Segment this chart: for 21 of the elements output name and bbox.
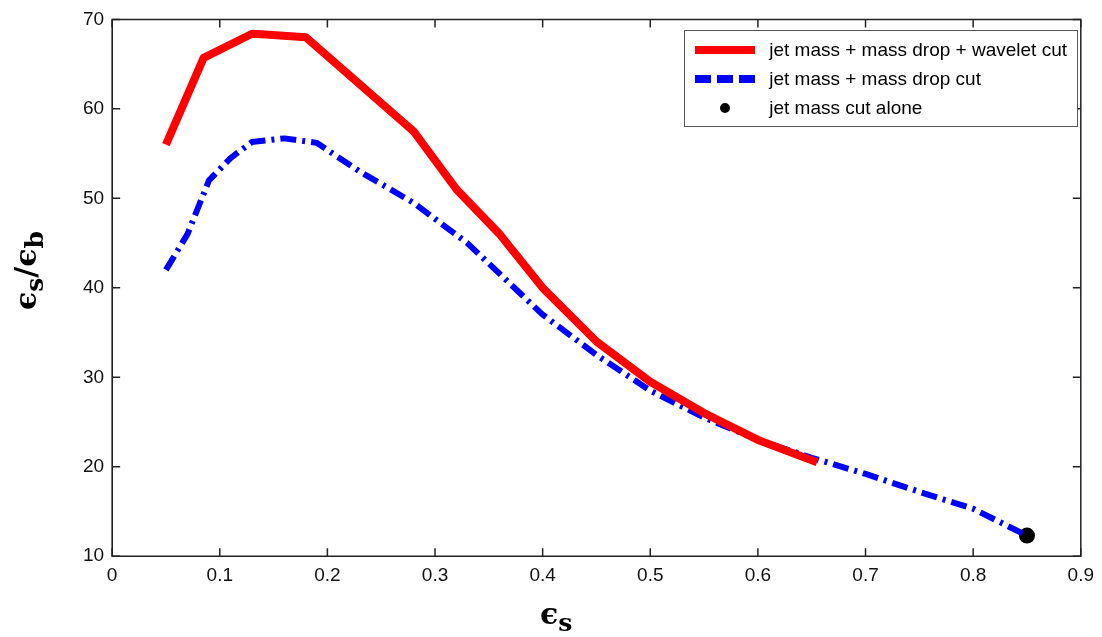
- y-tick-label: 70: [82, 7, 105, 29]
- y-tick-label: 50: [82, 186, 105, 208]
- x-tick-label: 0.2: [314, 563, 341, 585]
- y-tick-label: 10: [82, 544, 105, 566]
- x-tick-label: 0: [106, 563, 118, 585]
- x-tick-label: 0.4: [529, 563, 557, 585]
- y-tick-label: 60: [82, 97, 105, 119]
- y-tick-label: 40: [82, 276, 105, 298]
- x-tick-label: 0.3: [421, 563, 449, 585]
- x-tick-label: 0.7: [852, 563, 879, 585]
- x-tick-label: 0.8: [959, 563, 987, 585]
- y-tick-label: 20: [82, 454, 105, 476]
- legend-label: jet mass + mass drop + wavelet cut: [769, 38, 1067, 61]
- legend-label: jet mass cut alone: [769, 96, 923, 119]
- x-axis-title: ϵ$_{s}$: [540, 596, 573, 637]
- y-tick-label: 30: [82, 365, 105, 387]
- x-tick-label: 0.9: [1067, 563, 1094, 585]
- x-tick-label: 0.6: [744, 563, 772, 585]
- x-tick-label: 0.5: [637, 563, 664, 585]
- legend-label: jet mass + mass drop cut: [769, 67, 981, 90]
- x-tick-label: 0.1: [206, 563, 233, 585]
